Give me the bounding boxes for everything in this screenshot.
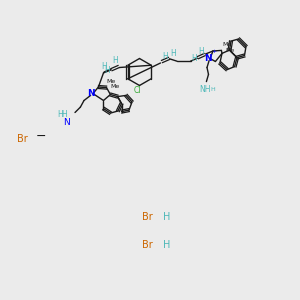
Text: H: H [57,110,63,119]
Text: N: N [204,54,212,63]
Text: Br: Br [17,134,28,145]
Text: Me: Me [107,79,116,84]
Text: H: H [191,54,197,63]
Text: H: H [163,212,170,223]
Text: Me: Me [223,42,232,47]
Text: N: N [63,118,70,127]
Text: H: H [170,49,176,58]
Text: H: H [104,66,110,75]
Text: H: H [162,52,168,61]
Text: −: − [36,130,46,143]
Text: NH: NH [199,85,210,94]
Text: H: H [198,47,204,56]
Text: Br: Br [142,239,153,250]
Text: Me: Me [110,85,120,89]
Text: H: H [163,239,170,250]
Text: H: H [101,62,107,71]
Text: H: H [210,87,215,92]
Text: H: H [112,56,118,65]
Text: H: H [62,110,68,119]
Text: Cl: Cl [134,86,141,95]
Text: N: N [87,89,94,98]
Text: +: + [212,49,217,54]
Text: Me: Me [226,48,235,53]
Text: Br: Br [142,212,153,223]
